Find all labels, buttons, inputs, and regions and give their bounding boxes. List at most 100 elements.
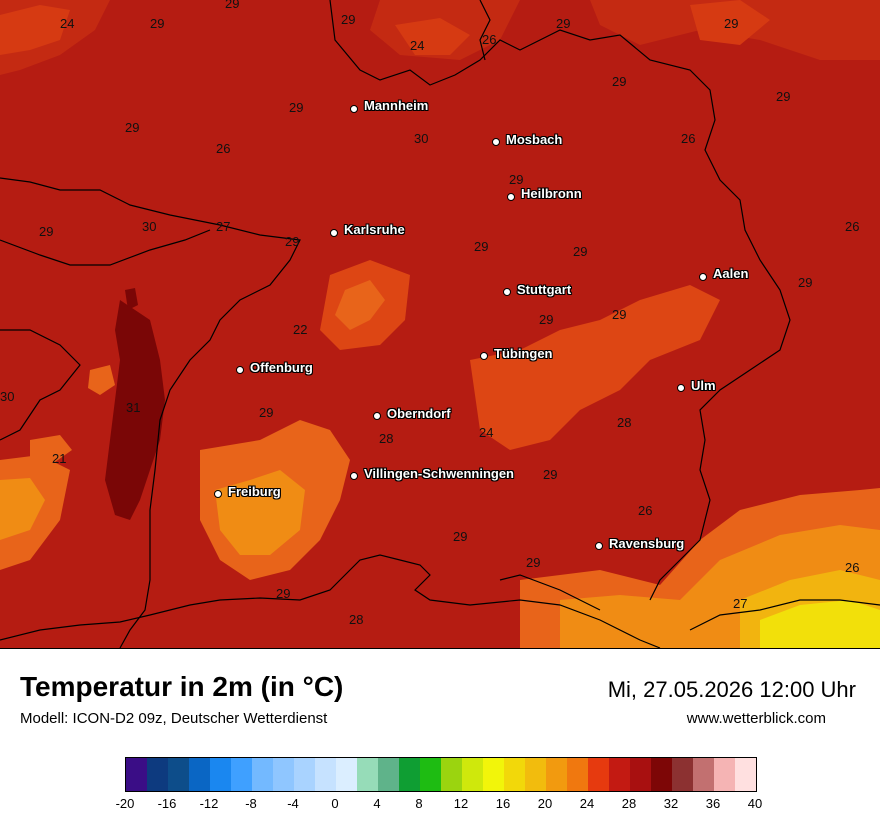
legend-tick-label: -12 (199, 796, 219, 811)
city-marker (595, 542, 603, 550)
temperature-field-30-32 (125, 288, 138, 310)
city-marker (214, 490, 222, 498)
temperature-value: 29 (612, 74, 627, 89)
legend-swatch (168, 758, 189, 791)
temperature-value: 29 (556, 16, 571, 31)
legend-swatch (441, 758, 462, 791)
legend-swatch (504, 758, 525, 791)
country-border (499, 574, 601, 611)
temperature-value: 29 (125, 120, 140, 135)
legend-swatch (357, 758, 378, 791)
legend-swatch (714, 758, 735, 791)
legend-swatch (147, 758, 168, 791)
temperature-field-24-26 (320, 260, 720, 450)
temperature-value: 24 (60, 16, 75, 31)
legend-tick-label: 40 (747, 796, 763, 811)
city-label-ravensburg: Ravensburg (609, 536, 685, 551)
state-border (479, 0, 491, 61)
temperature-value: 29 (341, 12, 356, 27)
temperature-value: 29 (39, 224, 54, 239)
temperature-value: 28 (379, 431, 394, 446)
legend-swatch (189, 758, 210, 791)
temperature-value: 26 (681, 131, 696, 146)
temperature-value: 29 (453, 529, 468, 544)
temperature-value: 29 (259, 405, 274, 420)
legend-tick-label: 0 (331, 796, 339, 811)
legend-swatch (252, 758, 273, 791)
legend-swatch (273, 758, 294, 791)
legend-swatch (609, 758, 630, 791)
city-marker (503, 288, 511, 296)
legend-swatch (294, 758, 315, 791)
legend-tick-label: 12 (453, 796, 469, 811)
temperature-field-30-32 (105, 300, 165, 520)
temperature-value: 29 (225, 0, 240, 11)
temperature-value: 26 (638, 503, 653, 518)
temperature-value: 28 (617, 415, 632, 430)
temperature-value: 26 (216, 141, 231, 156)
legend-tick-label: -20 (115, 796, 135, 811)
legend-swatch (567, 758, 588, 791)
city-label-mannheim: Mannheim (364, 98, 429, 113)
legend-tick-label: 16 (495, 796, 511, 811)
city-label-stuttgart: Stuttgart (517, 282, 572, 297)
temperature-value: 29 (724, 16, 739, 31)
temperature-value: 29 (509, 172, 524, 187)
city-marker (480, 352, 488, 360)
temperature-value: 30 (414, 131, 429, 146)
temperature-value: 29 (289, 100, 304, 115)
temperature-value: 30 (0, 389, 15, 404)
temperature-value: 29 (474, 239, 489, 254)
legend-tick-label: -16 (157, 796, 177, 811)
temperature-value: 29 (573, 244, 588, 259)
map-title: Temperatur in 2m (in °C) (20, 671, 344, 702)
city-label-aalen: Aalen (713, 266, 749, 281)
city-label-offenburg: Offenburg (250, 360, 313, 375)
city-label-mosbach: Mosbach (506, 132, 563, 147)
legend-swatch (399, 758, 420, 791)
country-border (0, 177, 301, 648)
country-border (689, 599, 880, 631)
city-label-tuebingen: Tübingen (494, 346, 553, 361)
temperature-value: 21 (52, 451, 67, 466)
legend-swatch (546, 758, 567, 791)
temperature-value: 29 (612, 307, 627, 322)
legend-tick-label: 4 (373, 796, 381, 811)
legend-tick-label: 32 (663, 796, 679, 811)
city-marker (373, 412, 381, 420)
temperature-field-16-18 (760, 600, 880, 648)
temperature-value: 26 (845, 560, 860, 575)
legend-swatch (735, 758, 756, 791)
temperature-value: 29 (276, 586, 291, 601)
legend-tick-label: 28 (621, 796, 637, 811)
city-marker (350, 472, 358, 480)
temperature-value: 29 (526, 555, 541, 570)
city-marker (492, 138, 500, 146)
city-label-oberndorf: Oberndorf (387, 406, 451, 421)
city-marker (330, 229, 338, 237)
temperature-value: 29 (798, 275, 813, 290)
legend-tick-labels: -20 -16 -12 -8 -4 0 4 8 12 16 20 24 28 32 36 40 (116, 796, 763, 816)
city-label-freiburg: Freiburg (228, 484, 281, 499)
temperature-value: 29 (543, 467, 558, 482)
legend-swatch (231, 758, 252, 791)
legend-swatch (315, 758, 336, 791)
country-border (0, 554, 661, 648)
city-label-ulm: Ulm (691, 378, 716, 393)
temperature-field-22-24 (30, 365, 115, 462)
legend-swatch (210, 758, 231, 791)
city-marker (699, 273, 707, 281)
legend-swatch (693, 758, 714, 791)
country-border (0, 329, 81, 441)
map-graphic (0, 0, 880, 648)
city-marker (677, 384, 685, 392)
legend-swatch (126, 758, 147, 791)
legend-tick-label: 36 (705, 796, 721, 811)
temperature-value: 29 (776, 89, 791, 104)
temperature-field-20-22 (215, 470, 305, 555)
legend-tick-label: 8 (415, 796, 423, 811)
city-marker (236, 366, 244, 374)
temperature-value: 26 (845, 219, 860, 234)
temperature-value: 30 (142, 219, 157, 234)
model-info: Modell: ICON-D2 09z, Deutscher Wetterdie… (20, 710, 328, 727)
